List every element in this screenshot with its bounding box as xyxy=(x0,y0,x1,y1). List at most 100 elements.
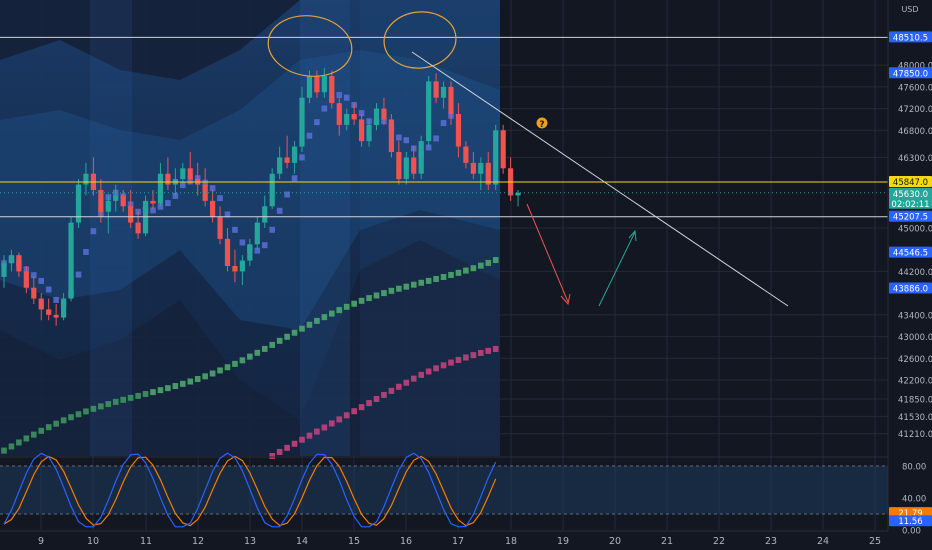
ma-slow-segment xyxy=(492,257,499,264)
ma-long-segment xyxy=(366,400,372,407)
ma-fast-segment xyxy=(150,207,156,214)
candle-body xyxy=(455,114,462,147)
price-tag[interactable] xyxy=(889,67,932,79)
ma-fast-segment xyxy=(276,207,283,214)
candle-body xyxy=(239,260,245,272)
stoch-tick-label: 0.00 xyxy=(902,527,921,537)
price-tag[interactable] xyxy=(889,246,932,258)
ma-long-segment xyxy=(269,453,275,459)
ma-long-segment xyxy=(492,345,499,352)
ma-fast-segment xyxy=(75,271,82,278)
candle-body xyxy=(463,146,469,163)
ma-fast-segment xyxy=(53,296,59,303)
ma-slow-segment xyxy=(373,292,380,299)
ma-long-segment xyxy=(388,387,395,394)
ma-slow-segment xyxy=(209,370,216,377)
user-drawings[interactable]: ? xyxy=(264,8,789,307)
candle-body xyxy=(224,238,231,266)
ma-fast-segment xyxy=(232,226,238,233)
trend-line[interactable] xyxy=(411,51,789,307)
ma-long-segment xyxy=(410,375,417,382)
time-tick-label: 25 xyxy=(869,536,881,547)
ma-slow-segment xyxy=(269,341,275,348)
candle-body xyxy=(485,162,491,185)
price-tag[interactable] xyxy=(889,197,932,209)
ma-slow-segment xyxy=(31,431,37,438)
ma-slow-segment xyxy=(284,333,290,340)
candle-body xyxy=(61,298,67,318)
ma-fast-segment xyxy=(336,92,343,98)
price-tick-label: 47600.0 xyxy=(898,83,932,93)
band-highlight xyxy=(300,0,350,456)
candle-body xyxy=(120,195,126,207)
time-axis[interactable]: 9 10 11 12 13 14 15 16 17 18 19 20 21 22 23 24 25 xyxy=(0,530,932,547)
ma-slow-segment xyxy=(217,367,223,374)
time-tick-label: 20 xyxy=(609,536,621,547)
ma-slow-segment xyxy=(172,383,179,390)
ma-fast-segment xyxy=(209,185,216,192)
price-tick-label: 45000.0 xyxy=(898,225,932,235)
ma-fast-segment xyxy=(83,248,89,255)
candle-body xyxy=(83,173,89,185)
ma-slow-segment xyxy=(1,447,7,454)
time-tick-label: 14 xyxy=(296,536,308,547)
up-arrow[interactable] xyxy=(598,231,636,307)
ma-fast-segment xyxy=(38,277,45,284)
indicator-bands xyxy=(0,0,500,456)
price-tag[interactable] xyxy=(889,31,932,43)
candle-body xyxy=(470,162,476,174)
time-tick-label: 9 xyxy=(38,536,44,547)
price-tag-label: 43886.0 xyxy=(893,284,928,294)
candle-body xyxy=(210,200,216,218)
ma-long-segment xyxy=(284,444,290,451)
price-tag[interactable] xyxy=(889,176,932,188)
stoch-tag[interactable] xyxy=(889,515,932,527)
ma-long-segment xyxy=(358,404,365,411)
currency-label: USD xyxy=(901,5,918,14)
candle-body xyxy=(269,173,275,207)
candle-body xyxy=(381,108,387,120)
circle-drawing[interactable] xyxy=(264,10,356,81)
circle-drawing[interactable] xyxy=(381,8,458,71)
ma-long-segment xyxy=(433,365,439,372)
price-tag[interactable] xyxy=(889,187,932,199)
ma-long-segment xyxy=(373,396,380,402)
ma-slow-segment xyxy=(60,417,67,424)
candle-body xyxy=(426,81,432,142)
ma-fast-segment xyxy=(396,134,402,141)
ma-long-segment xyxy=(396,383,402,390)
price-tag[interactable] xyxy=(889,282,932,294)
ma-fast-segment xyxy=(314,119,320,126)
down-arrow[interactable] xyxy=(526,203,569,303)
ma-slow-segment xyxy=(470,265,477,272)
ma-fast-segment xyxy=(321,105,328,112)
horizontal-levels[interactable] xyxy=(0,36,888,218)
candle-body xyxy=(8,255,15,264)
price-tag-label: 45207.5 xyxy=(893,213,928,223)
price-axis[interactable]: USD 48000.0 47600.0 47200.0 46800.0 46300.0 45… xyxy=(887,0,932,550)
candle-body xyxy=(277,157,283,174)
down-arrow-head[interactable] xyxy=(560,293,571,306)
stoch-tick-label: 40.00 xyxy=(902,495,926,505)
ma-long-segment xyxy=(463,354,469,361)
candle-body xyxy=(306,76,313,98)
time-tick-label: 13 xyxy=(244,536,256,547)
ma-long-segment xyxy=(448,359,454,366)
candle-body xyxy=(433,81,439,98)
question-icon[interactable] xyxy=(536,117,548,129)
up-arrow-head[interactable] xyxy=(628,229,637,242)
candle-body xyxy=(23,271,29,288)
ma-slow-segment xyxy=(90,405,97,412)
price-tag[interactable] xyxy=(889,210,932,222)
time-tick-label: 24 xyxy=(817,536,829,547)
ma-fast-segment xyxy=(403,137,410,144)
ma-long-segment xyxy=(440,362,447,369)
candle-body xyxy=(478,162,484,174)
time-tick-label: 11 xyxy=(140,536,152,547)
ma-long-segment xyxy=(485,347,492,354)
ma-fast-segment xyxy=(224,211,231,218)
price-tag-label: 45630.0 xyxy=(893,190,928,200)
ma-slow-segment xyxy=(329,310,335,317)
price-tick-label: 43400.0 xyxy=(898,311,932,321)
